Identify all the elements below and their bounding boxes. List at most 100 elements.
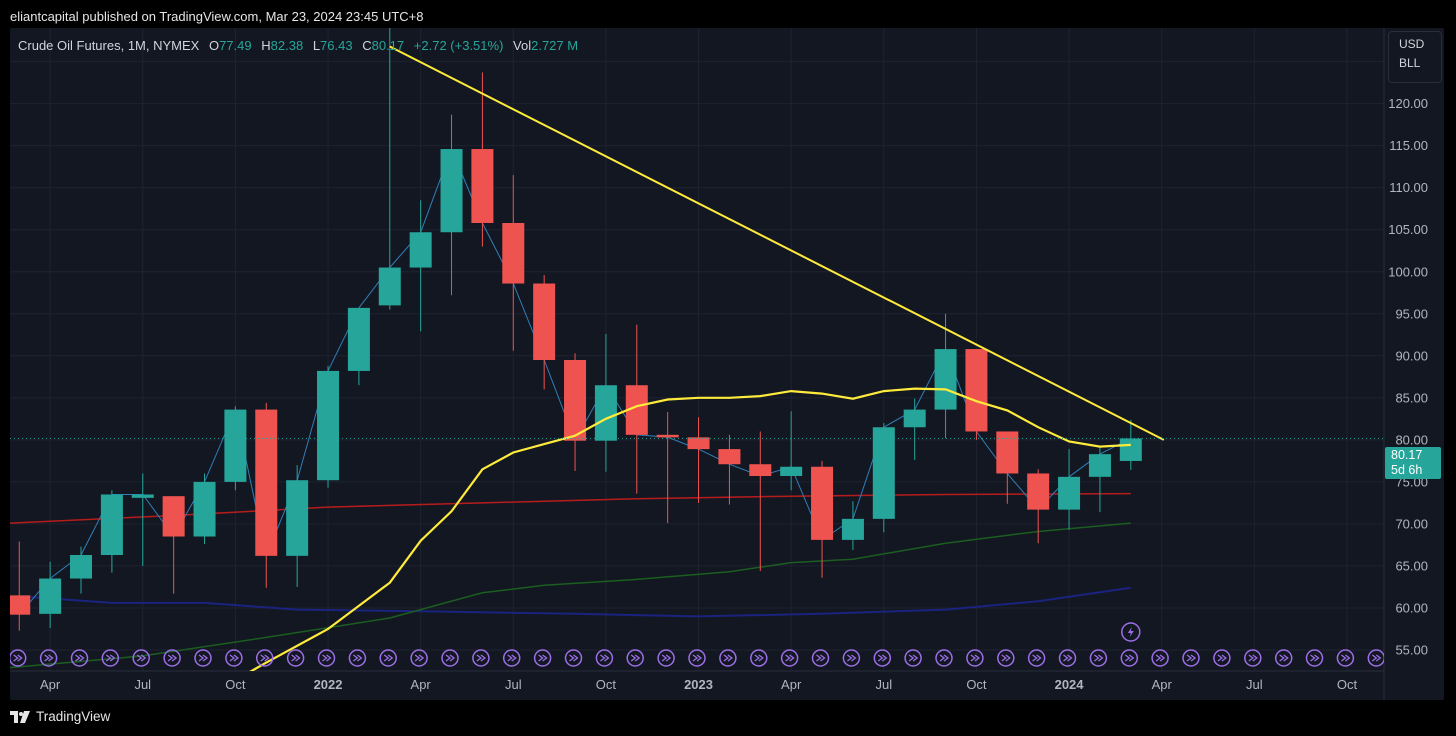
high-value: 82.38 bbox=[270, 38, 304, 53]
candle-body bbox=[934, 349, 957, 410]
plot-layer bbox=[10, 28, 1384, 671]
ma-yellow-line bbox=[249, 387, 1131, 671]
currency-label[interactable]: USD bbox=[1399, 37, 1425, 51]
marker-glyph bbox=[414, 654, 425, 662]
chart-area[interactable]: 55.00 60.00 65.00 70.00 75.00 80.00 85.00 90.00… bbox=[10, 28, 1444, 700]
currency-unit-box[interactable]: USD BLL bbox=[1388, 31, 1442, 83]
fast-forward-circle-icon bbox=[688, 649, 706, 667]
candle-body bbox=[131, 494, 154, 498]
marker-ring bbox=[1182, 649, 1200, 667]
candle-2023-03 bbox=[749, 431, 772, 571]
open-label: O bbox=[208, 38, 220, 53]
fast-forward-circle-icon bbox=[255, 649, 274, 667]
price-tick-label: 80.00 bbox=[1395, 432, 1428, 447]
marker-ring bbox=[842, 649, 861, 667]
time-tick-label: Oct bbox=[1337, 677, 1358, 692]
marker-glyph bbox=[754, 654, 764, 662]
price-chart[interactable]: 55.0060.0065.0070.0075.0080.0085.0090.00… bbox=[10, 28, 1444, 700]
fast-forward-circle-icon bbox=[225, 649, 243, 667]
fast-forward-circle-icon bbox=[1305, 649, 1324, 667]
symbol-name[interactable]: Crude Oil Futures, 1M, NYMEX bbox=[18, 38, 200, 53]
candle-body bbox=[224, 409, 247, 482]
marker-ring bbox=[225, 649, 243, 667]
candle-body bbox=[1058, 476, 1081, 510]
time-tick-label: Apr bbox=[781, 677, 802, 692]
candle-2022-01 bbox=[317, 365, 340, 488]
candle-2022-09 bbox=[564, 353, 587, 471]
fast-forward-circle-icon bbox=[1058, 649, 1077, 667]
marker-glyph bbox=[939, 654, 950, 662]
candle-body bbox=[872, 427, 895, 519]
marker-ring bbox=[719, 649, 737, 667]
marker-glyph bbox=[1310, 654, 1320, 662]
fast-forward-circle-icon bbox=[873, 649, 892, 667]
marker-glyph bbox=[353, 654, 363, 662]
candle-body bbox=[1119, 438, 1142, 461]
marker-glyph bbox=[877, 654, 888, 662]
fast-forward-circle-icon bbox=[70, 649, 89, 667]
fast-forward-circle-icon bbox=[1027, 649, 1046, 667]
time-tick-label: Oct bbox=[966, 677, 987, 692]
fast-forward-circle-icon bbox=[379, 649, 397, 667]
fast-forward-circle-icon bbox=[842, 649, 861, 667]
candle-2021-09 bbox=[193, 473, 216, 545]
marker-ring bbox=[1027, 649, 1046, 667]
fast-forward-circle-icon bbox=[1367, 649, 1384, 667]
candle-2021-04 bbox=[39, 561, 62, 629]
last-price-tag: 80.17 5d 6h bbox=[1385, 447, 1441, 479]
marker-glyph bbox=[260, 654, 270, 662]
marker-glyph bbox=[1371, 654, 1382, 662]
unit-label[interactable]: BLL bbox=[1399, 56, 1421, 70]
time-tick-label: 2024 bbox=[1055, 677, 1085, 692]
candle-body bbox=[193, 481, 216, 537]
marker-ring bbox=[1058, 649, 1077, 667]
candle-2021-05 bbox=[70, 546, 93, 594]
candle-2022-06 bbox=[471, 72, 494, 247]
marker-ring bbox=[70, 649, 89, 667]
fast-forward-circle-icon bbox=[1089, 649, 1108, 667]
candle-2023-08 bbox=[903, 398, 926, 461]
candle-body bbox=[996, 431, 1019, 474]
candle-body bbox=[378, 267, 401, 306]
candle-2021-11 bbox=[255, 402, 278, 588]
fast-forward-circle-icon bbox=[1274, 649, 1293, 667]
fast-forward-circle-icon bbox=[472, 649, 490, 667]
marker-glyph bbox=[229, 654, 239, 662]
close-value: 80.17 bbox=[371, 38, 405, 53]
fast-forward-circle-icon bbox=[1182, 649, 1200, 667]
candle-2023-07 bbox=[872, 423, 895, 533]
marker-ring bbox=[997, 649, 1015, 667]
marker-glyph bbox=[1217, 654, 1227, 662]
candle-2022-05 bbox=[440, 114, 463, 296]
fast-forward-circle-icon bbox=[935, 649, 953, 667]
candle-body bbox=[841, 518, 864, 540]
marker-ring bbox=[904, 649, 922, 667]
low-value: 76.43 bbox=[320, 38, 353, 53]
marker-glyph bbox=[1186, 654, 1197, 662]
marker-ring bbox=[873, 649, 892, 667]
marker-glyph bbox=[476, 654, 486, 662]
tradingview-footer[interactable]: TradingView bbox=[10, 709, 110, 724]
close-label: C bbox=[362, 38, 372, 53]
open-value: 77.49 bbox=[219, 38, 252, 53]
marker-ring bbox=[626, 649, 644, 667]
candle-body bbox=[39, 578, 62, 614]
fast-forward-circle-icon bbox=[101, 649, 120, 667]
candle-2022-10 bbox=[594, 333, 617, 472]
fast-forward-circle-icon bbox=[441, 649, 459, 667]
marker-glyph bbox=[785, 654, 795, 662]
marker-ring bbox=[1089, 649, 1108, 667]
change-value: +2.72 (+3.51%) bbox=[413, 38, 504, 53]
marker-ring bbox=[410, 649, 428, 667]
price-tick-label: 60.00 bbox=[1395, 600, 1428, 615]
marker-glyph bbox=[569, 654, 579, 662]
marker-ring bbox=[533, 649, 552, 667]
candle-body bbox=[440, 149, 463, 233]
marker-ring bbox=[595, 649, 614, 667]
candle-body bbox=[347, 307, 370, 371]
fast-forward-circle-icon bbox=[750, 649, 768, 667]
candle-body bbox=[533, 283, 556, 361]
candle-2023-02 bbox=[718, 434, 741, 505]
marker-ring bbox=[966, 649, 984, 667]
